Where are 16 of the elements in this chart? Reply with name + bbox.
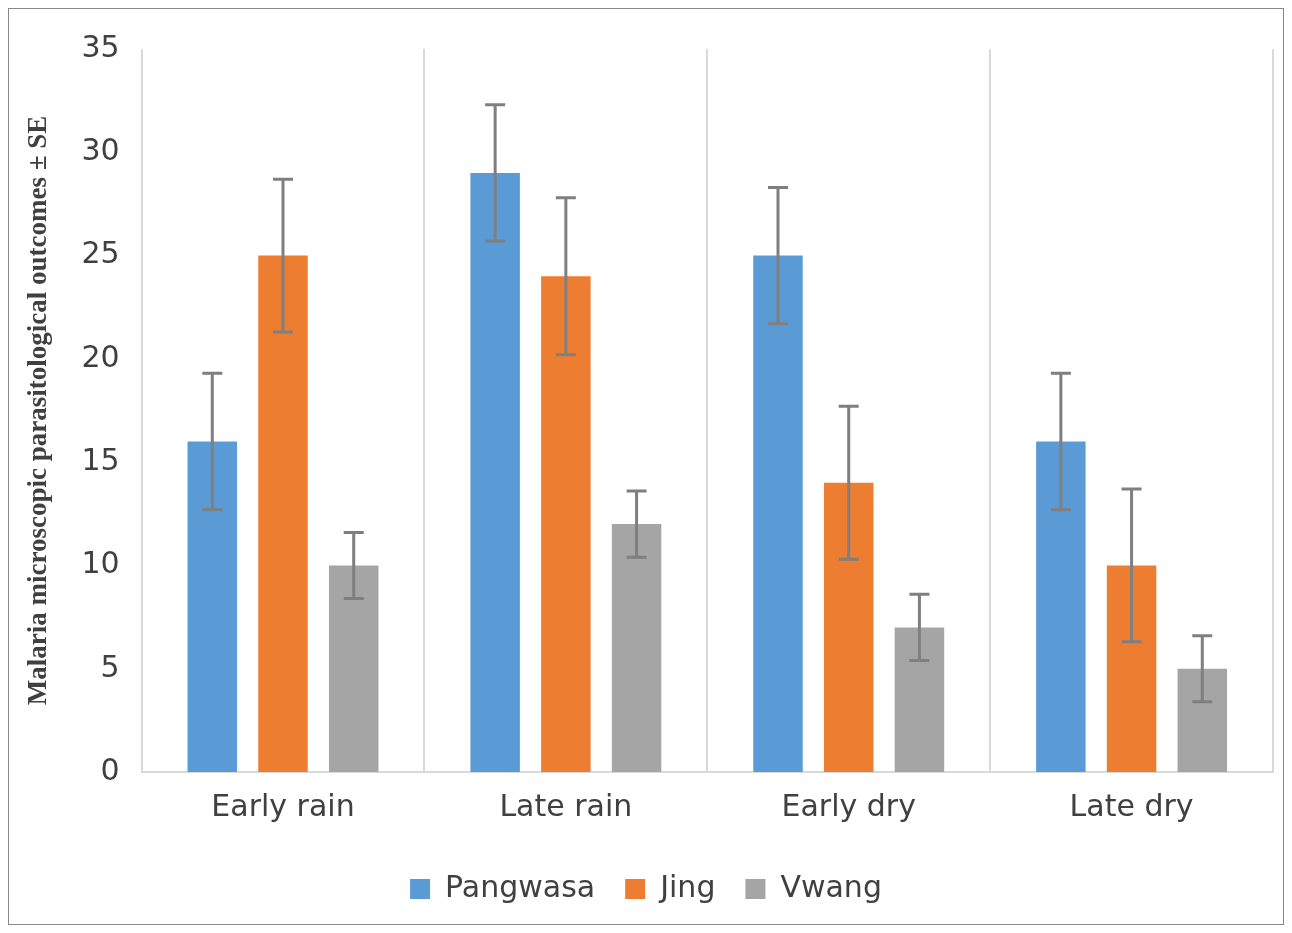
y-tick-label: 30 (81, 132, 120, 168)
legend-label: Jing (658, 868, 716, 904)
x-tick-label: Late dry (1069, 787, 1194, 823)
y-tick-label: 25 (81, 235, 120, 271)
x-tick-label: Early dry (781, 787, 916, 823)
x-tick-label: Early rain (211, 787, 355, 823)
y-tick-label: 35 (81, 28, 120, 64)
x-tick-label: Late rain (499, 787, 633, 823)
y-tick-label: 0 (100, 751, 120, 787)
y-tick-label: 5 (100, 648, 120, 684)
legend-label: Pangwasa (445, 868, 596, 904)
y-tick-label: 15 (81, 441, 120, 477)
legend-label: Vwang (780, 868, 882, 904)
y-tick-label: 20 (81, 338, 120, 374)
y-tick-label: 10 (81, 545, 120, 581)
y-axis-title: Malaria microscopic parasitological outcomes ± SE (22, 115, 53, 706)
